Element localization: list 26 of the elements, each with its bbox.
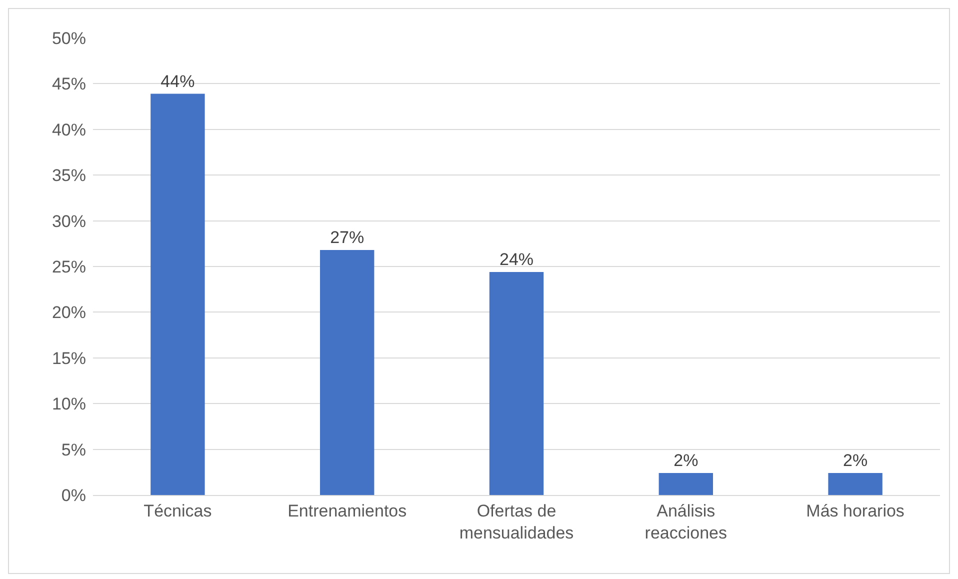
x-tick-label: Técnicas xyxy=(144,501,212,520)
x-tick-label: Ofertas de mensualidades xyxy=(459,501,574,542)
data-label: 24% xyxy=(499,250,534,269)
x-tick-label: Entrenamientos xyxy=(288,501,407,520)
y-tick-label: 5% xyxy=(61,440,86,460)
x-tick-label: Análisis reacciones xyxy=(644,501,728,542)
data-label: 2% xyxy=(843,451,868,470)
y-tick-label: 40% xyxy=(52,120,86,140)
data-label: 44% xyxy=(160,72,195,91)
y-tick-label: 15% xyxy=(52,348,86,368)
bar xyxy=(828,473,882,495)
y-tick-label: 35% xyxy=(52,166,86,186)
bar xyxy=(658,473,713,495)
y-tick-label: 45% xyxy=(52,74,86,94)
bar xyxy=(489,272,544,495)
y-tick-label: 30% xyxy=(52,212,86,231)
y-tick-label: 10% xyxy=(52,394,86,414)
bar xyxy=(320,250,374,495)
y-tick-label: 25% xyxy=(52,257,86,276)
y-tick-label: 20% xyxy=(52,303,86,322)
y-tick-label: 0% xyxy=(61,486,86,505)
x-tick-label: Más horarios xyxy=(806,501,904,520)
data-label: 27% xyxy=(330,228,364,248)
data-label: 2% xyxy=(674,451,698,470)
y-tick-label: 50% xyxy=(52,28,86,48)
bar xyxy=(150,94,205,495)
